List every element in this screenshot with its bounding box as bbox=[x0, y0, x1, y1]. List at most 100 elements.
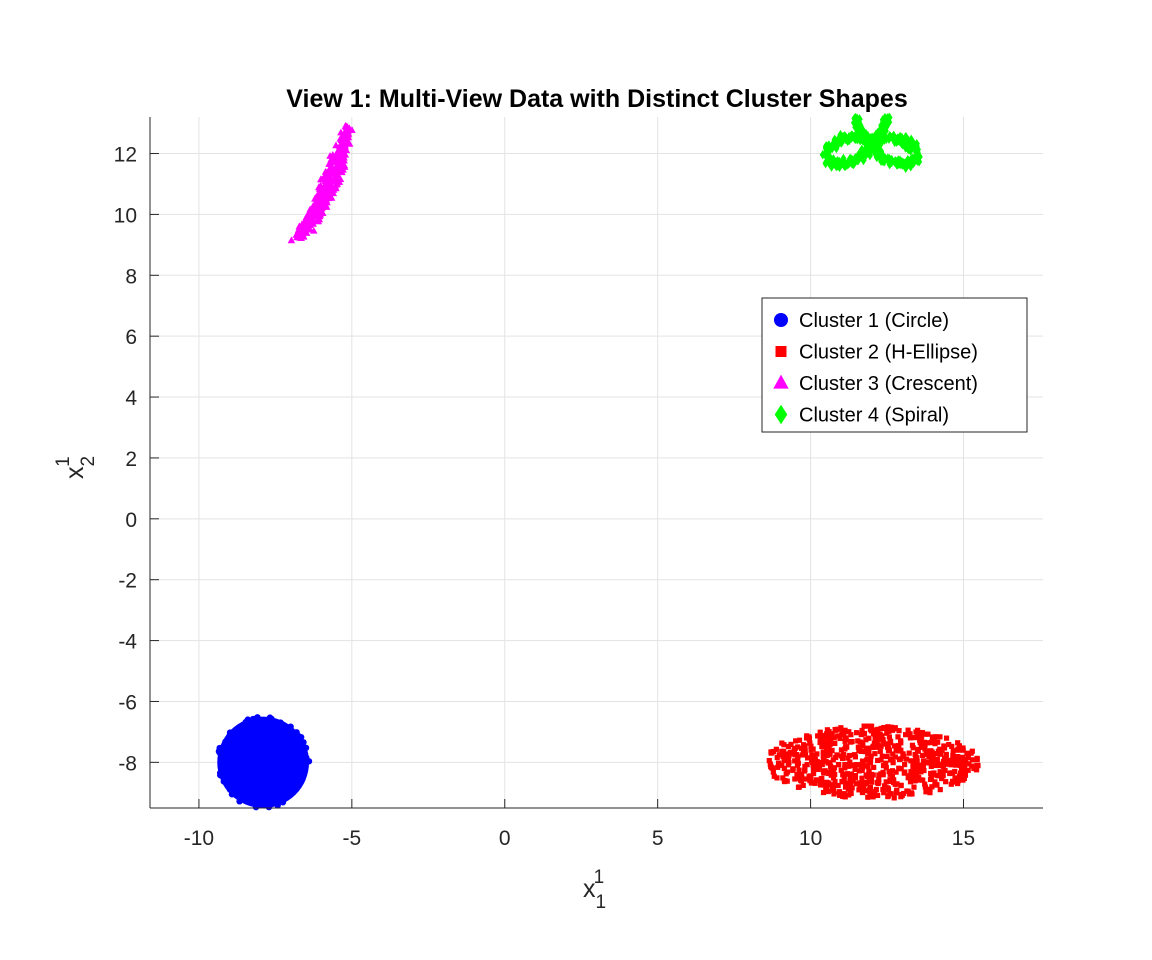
data-point bbox=[881, 790, 887, 796]
data-point bbox=[303, 754, 310, 761]
data-point bbox=[893, 769, 899, 775]
data-point bbox=[933, 734, 939, 740]
data-point bbox=[908, 758, 914, 764]
data-point bbox=[925, 759, 931, 765]
data-point bbox=[952, 768, 958, 775]
data-point bbox=[831, 140, 838, 151]
data-point bbox=[937, 762, 943, 769]
data-point bbox=[896, 155, 904, 166]
data-point bbox=[335, 147, 343, 155]
data-point bbox=[867, 793, 873, 799]
data-point bbox=[914, 746, 921, 753]
data-point bbox=[793, 738, 799, 744]
data-point bbox=[825, 146, 832, 156]
data-point bbox=[855, 744, 861, 750]
data-point bbox=[257, 722, 265, 730]
data-point bbox=[918, 744, 924, 750]
data-point bbox=[920, 752, 926, 758]
data-point bbox=[963, 756, 969, 763]
data-point bbox=[311, 199, 319, 207]
data-point bbox=[784, 769, 791, 775]
data-point bbox=[965, 767, 971, 773]
data-points bbox=[215, 112, 981, 811]
data-point bbox=[328, 176, 336, 183]
data-point bbox=[831, 735, 837, 741]
data-point bbox=[253, 781, 260, 789]
data-point bbox=[882, 114, 889, 124]
data-point bbox=[795, 760, 801, 766]
data-point bbox=[887, 740, 893, 746]
data-point bbox=[830, 154, 837, 164]
data-point bbox=[835, 782, 841, 789]
data-point bbox=[795, 775, 801, 781]
data-point bbox=[955, 780, 961, 787]
data-point bbox=[824, 745, 830, 751]
data-point bbox=[889, 727, 896, 733]
data-point bbox=[267, 783, 274, 791]
data-point bbox=[896, 765, 902, 771]
data-point bbox=[280, 789, 287, 797]
x-tick-label: 10 bbox=[799, 827, 822, 850]
data-point bbox=[807, 778, 813, 784]
data-point bbox=[295, 737, 302, 744]
data-point bbox=[848, 781, 854, 787]
data-point bbox=[880, 763, 887, 769]
data-point bbox=[820, 749, 826, 755]
data-point bbox=[282, 770, 289, 778]
data-point bbox=[950, 779, 957, 785]
data-point bbox=[881, 740, 887, 746]
legend-marker-1 bbox=[774, 313, 788, 327]
series-2 bbox=[766, 723, 981, 801]
data-point bbox=[932, 779, 938, 785]
data-point bbox=[221, 777, 228, 784]
data-point bbox=[781, 742, 787, 748]
data-point bbox=[830, 766, 837, 772]
data-point bbox=[796, 767, 802, 773]
data-point bbox=[858, 731, 864, 738]
data-point bbox=[950, 752, 956, 759]
data-point bbox=[918, 765, 924, 771]
data-point bbox=[912, 778, 918, 784]
data-point bbox=[310, 226, 318, 234]
data-point bbox=[293, 729, 300, 736]
data-point bbox=[884, 744, 891, 750]
data-point bbox=[837, 129, 844, 140]
y-axis-label: x21 bbox=[53, 456, 99, 479]
data-point bbox=[941, 745, 948, 751]
data-point bbox=[807, 740, 813, 746]
data-point bbox=[937, 787, 943, 793]
data-point bbox=[766, 757, 772, 764]
data-point bbox=[842, 736, 849, 743]
data-point bbox=[872, 149, 879, 159]
data-point bbox=[859, 758, 866, 764]
data-point bbox=[822, 142, 829, 153]
data-point bbox=[968, 750, 974, 756]
data-point bbox=[932, 741, 938, 747]
data-point bbox=[920, 759, 927, 766]
data-point bbox=[846, 729, 852, 735]
data-point bbox=[813, 777, 819, 783]
data-point bbox=[926, 754, 932, 760]
data-point bbox=[859, 727, 865, 734]
data-point bbox=[792, 776, 798, 782]
data-point bbox=[936, 773, 942, 779]
data-point bbox=[908, 134, 915, 145]
data-point bbox=[300, 232, 308, 240]
data-point bbox=[810, 752, 817, 759]
data-point bbox=[842, 784, 849, 790]
data-point bbox=[891, 137, 898, 148]
data-point bbox=[917, 740, 923, 746]
data-point bbox=[290, 753, 297, 761]
data-point bbox=[251, 748, 258, 755]
data-point bbox=[826, 733, 832, 739]
data-point bbox=[842, 772, 848, 778]
data-point bbox=[270, 769, 277, 776]
data-point bbox=[929, 739, 935, 745]
data-point bbox=[878, 120, 885, 131]
data-point bbox=[883, 116, 890, 127]
data-point bbox=[832, 740, 838, 747]
data-point bbox=[871, 764, 877, 770]
data-point bbox=[830, 787, 837, 793]
data-point bbox=[240, 755, 248, 763]
